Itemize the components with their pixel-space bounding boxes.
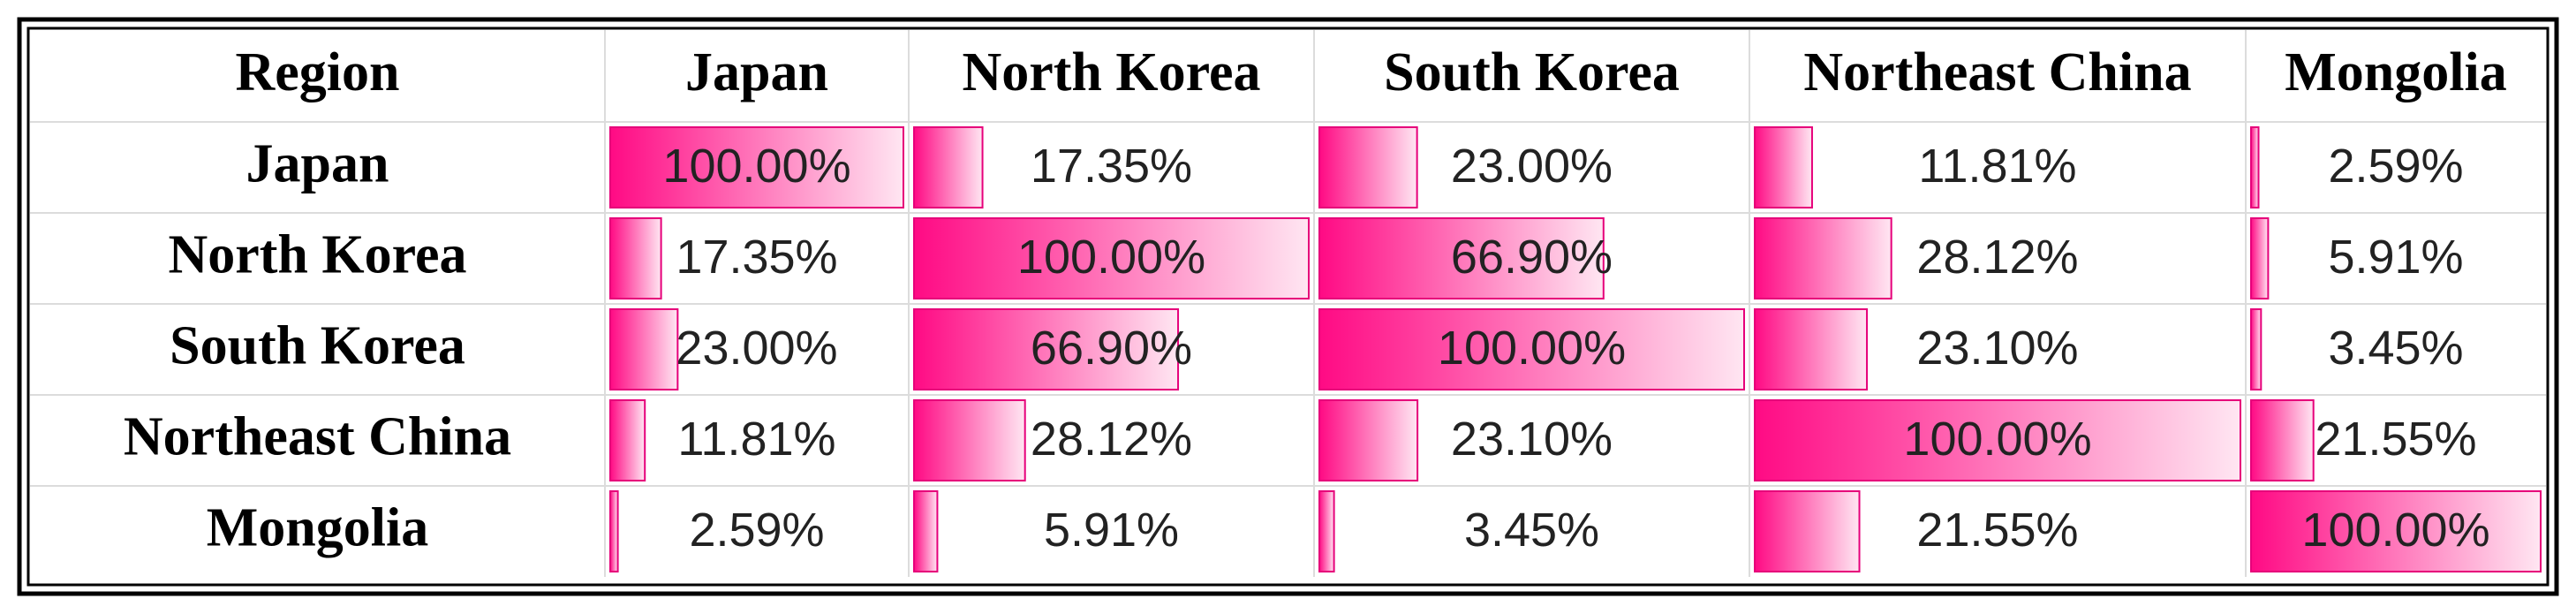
cell-value: 3.45% (2328, 322, 2463, 375)
cell-value: 100.00% (1438, 322, 1626, 375)
row-header: Japan (246, 134, 389, 194)
data-bar (2250, 399, 2315, 481)
cell-value: 66.90% (1031, 322, 1192, 375)
cell-value: 5.91% (2328, 231, 2463, 284)
column-header: Region (236, 42, 400, 102)
data-bar (609, 399, 646, 481)
row-header: Mongolia (207, 498, 428, 558)
cell-value: 11.81% (677, 413, 835, 466)
cell-value: 17.35% (1031, 140, 1192, 193)
data-bar (913, 217, 1310, 299)
cell-value: 23.00% (1451, 140, 1613, 193)
column-header: North Korea (962, 42, 1260, 102)
column-header: Mongolia (2285, 42, 2506, 102)
cell-value: 5.91% (1044, 504, 1179, 557)
cell-value: 28.12% (1916, 231, 2078, 284)
cell-value: 17.35% (676, 231, 837, 284)
cell-value: 23.10% (1451, 413, 1613, 466)
cell-value: 3.45% (1464, 504, 1599, 557)
column-header: Japan (685, 42, 828, 102)
cell-value: 21.55% (1916, 504, 2078, 557)
inner-border (26, 27, 2550, 587)
cell-value: 100.00% (2301, 504, 2489, 557)
data-bar (1318, 308, 1745, 390)
data-bar (609, 308, 679, 390)
data-bar (2250, 490, 2542, 572)
cell-value: 100.00% (1903, 413, 2091, 466)
data-bar (609, 490, 619, 572)
data-bar (2250, 126, 2260, 208)
outer-border (17, 17, 2559, 596)
cell-value: 2.59% (2328, 140, 2463, 193)
cell-value: 11.81% (1918, 140, 2076, 193)
data-bar (2250, 217, 2270, 299)
cell-value: 100.00% (662, 140, 850, 193)
cell-value: 100.00% (1017, 231, 1205, 284)
data-bar (1754, 308, 1869, 390)
cell-value: 23.00% (676, 322, 837, 375)
cell-value: 2.59% (689, 504, 824, 557)
data-bar (1318, 399, 1419, 481)
cell-value: 23.10% (1916, 322, 2078, 375)
row-header: North Korea (168, 225, 466, 285)
cell-value: 28.12% (1031, 413, 1192, 466)
column-header: South Korea (1384, 42, 1680, 102)
cell-value: 21.55% (2315, 413, 2476, 466)
data-bar (1318, 490, 1335, 572)
row-header: South Korea (170, 316, 465, 376)
data-bar (1318, 126, 1418, 208)
data-bar (913, 490, 939, 572)
data-bar (913, 126, 984, 208)
data-bar (913, 308, 1180, 390)
data-bar (1754, 217, 1892, 299)
data-bar (913, 399, 1026, 481)
data-bar (1318, 217, 1605, 299)
column-header: Northeast China (1803, 42, 2191, 102)
data-bar (609, 126, 904, 208)
cell-value: 66.90% (1451, 231, 1613, 284)
data-bar (1754, 399, 2241, 481)
data-bar (1754, 490, 1861, 572)
row-header: Northeast China (124, 407, 511, 467)
data-bar (2250, 308, 2262, 390)
data-bar (609, 217, 662, 299)
data-bar (1754, 126, 1813, 208)
